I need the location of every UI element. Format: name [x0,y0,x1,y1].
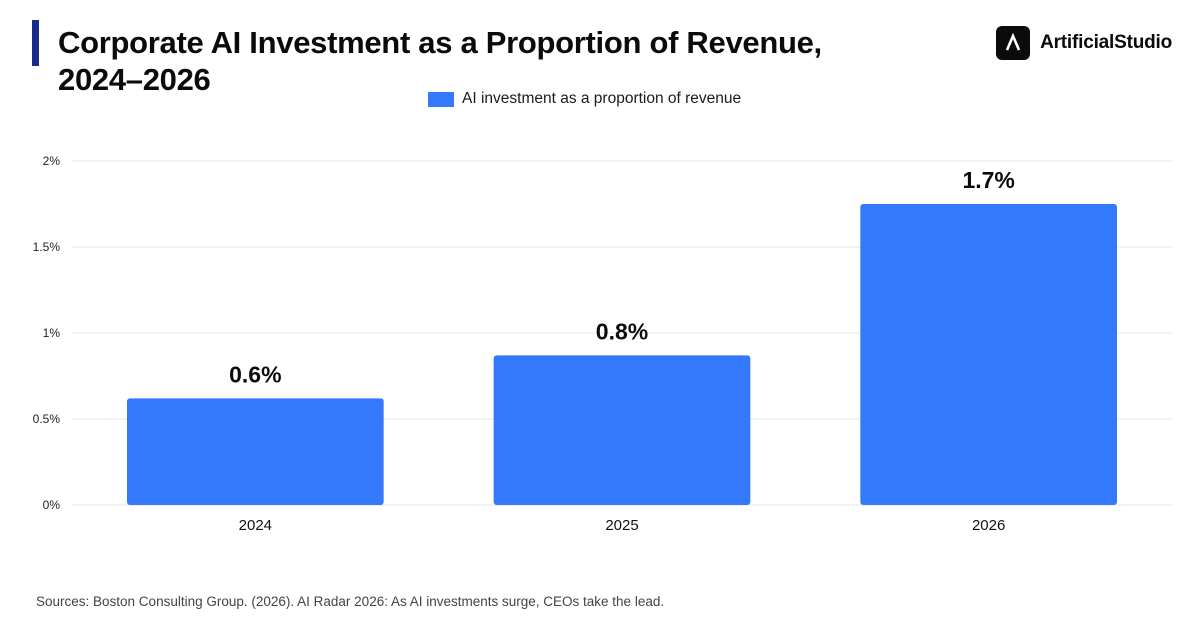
source-note: Sources: Boston Consulting Group. (2026)… [36,594,665,609]
y-tick-label: 0.5% [33,412,61,426]
legend: AI investment as a proportion of revenue [428,90,741,108]
data-label: 0.6% [229,361,281,387]
legend-swatch [428,91,454,107]
y-tick-label: 1% [43,326,61,340]
bar [860,204,1117,505]
legend-label: AI investment as a proportion of revenue [462,90,742,107]
artificialstudio-logo-icon [996,26,1031,60]
bar [493,355,751,505]
data-label: 1.7% [962,167,1014,193]
x-tick-label: 2026 [972,517,1005,534]
data-label: 0.8% [596,318,648,344]
x-tick-label: 2024 [239,517,272,534]
y-tick-label: 2% [43,154,61,168]
bar [127,398,384,505]
y-tick-label: 0% [43,498,61,512]
brand-name: ArtificialStudio [1040,32,1172,53]
y-tick-label: 1.5% [33,240,61,254]
brand: ArtificialStudio [996,26,1172,60]
x-tick-label: 2025 [605,517,638,534]
chart-title: Corporate AI Investment as a Proportion … [58,25,822,97]
title-accent-bar [32,20,39,66]
